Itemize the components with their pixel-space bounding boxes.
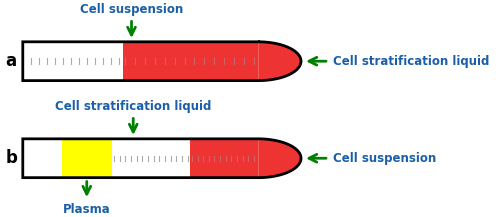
Bar — [190, 139, 258, 178]
Wedge shape — [258, 42, 301, 81]
Wedge shape — [258, 42, 301, 81]
Text: Cell stratification liquid: Cell stratification liquid — [55, 100, 212, 113]
Text: a: a — [6, 52, 17, 70]
Bar — [23, 42, 258, 81]
Bar — [123, 42, 258, 81]
Bar — [62, 139, 112, 178]
Wedge shape — [258, 139, 301, 178]
Text: Plasma: Plasma — [63, 203, 110, 216]
Text: b: b — [6, 149, 18, 167]
Wedge shape — [258, 139, 301, 178]
Bar — [23, 139, 258, 178]
Text: Cell suspension: Cell suspension — [80, 3, 183, 16]
Text: Cell suspension: Cell suspension — [333, 152, 436, 165]
Text: Cell stratification liquid: Cell stratification liquid — [333, 55, 490, 68]
